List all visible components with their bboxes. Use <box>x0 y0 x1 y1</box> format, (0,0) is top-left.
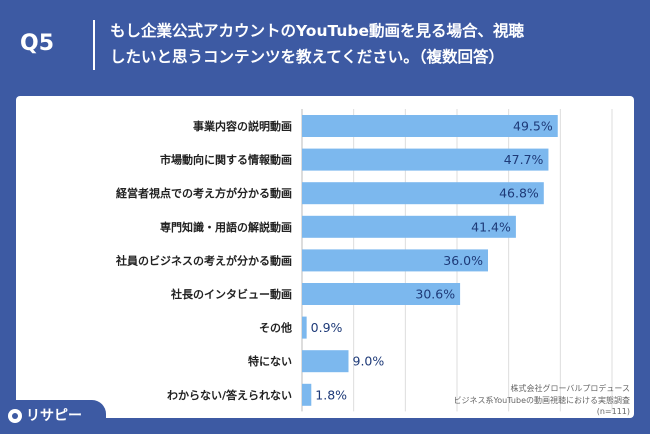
value-label: 46.8% <box>499 186 539 201</box>
category-label: わからない/答えられない <box>167 388 292 402</box>
value-label: 49.5% <box>513 119 553 134</box>
location-pin-icon <box>8 409 22 423</box>
category-label: 社員のビジネスの考えが分かる動画 <box>115 253 292 267</box>
header: Q5 もし企業公式アカウントのYouTube動画を見る場合、視聴 したいと思うコ… <box>0 0 650 88</box>
value-label: 0.9% <box>311 320 343 335</box>
source-note: 株式会社グローバルプロデュース ビジネス系YouTubeの動画視聴における実態調… <box>370 383 630 418</box>
bar <box>302 148 549 171</box>
bar <box>302 182 544 205</box>
question-title: もし企業公式アカウントのYouTube動画を見る場合、視聴 したいと思うコンテン… <box>110 22 524 66</box>
brand-logo: リサピー <box>0 400 106 434</box>
bar <box>302 283 461 305</box>
value-label: 9.0% <box>353 354 385 369</box>
category-label: 社長のインタビュー動画 <box>170 287 292 301</box>
category-label: 特にない <box>248 354 292 368</box>
bar <box>302 215 516 238</box>
header-divider <box>93 20 95 70</box>
category-label: 経営者視点での考え方が分かる動画 <box>116 186 292 200</box>
source-sample-size: (n=111) <box>596 407 630 416</box>
bar-chart: 事業内容の説明動画 49.5% 市場動向に関する情報動画 47.7% 経営者視点での考え… <box>115 109 613 412</box>
value-label: 36.0% <box>443 253 483 268</box>
category-label: その他 <box>259 321 292 335</box>
bar <box>302 383 312 406</box>
bar <box>302 115 558 137</box>
question-label: Q5 <box>20 31 55 56</box>
category-label: 事業内容の説明動画 <box>193 119 292 133</box>
source-survey: ビジネス系YouTubeの動画視聴における実態調査 <box>453 395 630 405</box>
value-label: 41.4% <box>471 219 511 234</box>
value-label: 47.7% <box>504 152 544 167</box>
source-company: 株式会社グローバルプロデュース <box>510 384 630 393</box>
category-label: 専門知識・用語の解説動画 <box>160 220 292 234</box>
value-label: 30.6% <box>415 287 455 302</box>
value-label: 1.8% <box>315 387 347 402</box>
bar <box>302 350 349 373</box>
bar <box>302 249 488 272</box>
bar <box>302 316 307 339</box>
category-label: 市場動向に関する情報動画 <box>160 153 292 167</box>
brand-logo-text: リサピー <box>26 408 82 424</box>
chart-panel: 事業内容の説明動画 49.5% 市場動向に関する情報動画 47.7% 経営者視点での考え… <box>16 96 634 418</box>
